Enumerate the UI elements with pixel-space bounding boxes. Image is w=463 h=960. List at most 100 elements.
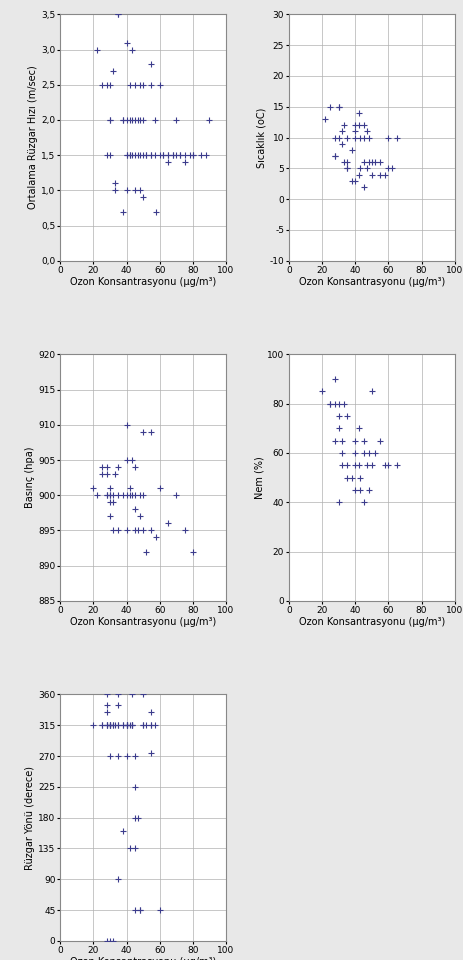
Point [338,458,345,473]
Point [164,148,171,163]
Point [106,494,113,510]
Point [367,458,375,473]
Point [131,112,138,128]
Point [147,704,155,719]
Point [119,824,127,839]
Point [164,148,171,163]
Point [351,433,358,448]
Point [339,155,347,170]
Point [147,522,155,538]
Point [114,7,122,22]
Point [123,148,130,163]
Point [371,155,378,170]
Point [131,902,138,918]
Point [126,77,133,92]
Y-axis label: Ortalama Rüzgar Hızı (m/sec): Ortalama Rüzgar Hızı (m/sec) [28,65,38,209]
Point [331,433,338,448]
Point [128,717,135,732]
Point [181,148,188,163]
Point [98,460,105,475]
Point [128,686,135,702]
Point [164,516,171,531]
Point [109,522,117,538]
Point [375,433,383,448]
Point [384,130,391,145]
Y-axis label: Nem (%): Nem (%) [254,456,263,499]
Point [109,494,117,510]
Point [334,408,342,423]
Point [156,77,163,92]
Point [343,160,350,176]
Point [359,155,367,170]
Point [131,780,138,795]
Point [106,749,113,764]
Point [103,488,110,503]
Point [334,396,342,412]
Point [89,717,97,732]
Point [343,155,350,170]
Point [356,482,363,497]
Point [131,522,138,538]
Point [114,717,122,732]
Point [139,77,147,92]
Point [151,717,158,732]
Point [151,112,158,128]
Point [134,148,142,163]
Point [93,488,100,503]
Point [375,167,383,182]
Point [354,420,362,436]
Point [197,148,205,163]
Point [371,445,378,461]
Point [139,424,147,440]
Point [143,148,150,163]
Point [114,522,122,538]
Point [156,480,163,495]
Point [119,717,127,732]
Point [159,148,166,163]
Point [126,717,133,732]
Point [123,717,130,732]
Y-axis label: Basınç (hpa): Basınç (hpa) [25,446,35,509]
Point [106,717,113,732]
Point [114,749,122,764]
Point [384,160,391,176]
Point [152,204,160,219]
Point [106,717,113,732]
Point [359,445,367,461]
Point [159,148,166,163]
Point [181,522,188,538]
Point [354,167,362,182]
Point [109,933,117,948]
Point [111,182,119,198]
Point [164,155,171,170]
Point [172,488,180,503]
Point [354,458,362,473]
Point [334,420,342,436]
Point [106,112,113,128]
Point [359,433,367,448]
Point [103,717,110,732]
Point [367,384,375,399]
Point [363,458,370,473]
Point [114,872,122,887]
Point [139,190,147,205]
Point [147,717,155,732]
Point [331,372,338,387]
Point [123,182,130,198]
Point [114,460,122,475]
Point [326,396,333,412]
Point [186,148,193,163]
Point [367,155,375,170]
Point [128,488,135,503]
Point [143,148,150,163]
Point [331,149,338,164]
Point [172,112,180,128]
Point [351,130,358,145]
Point [98,717,105,732]
Point [103,488,110,503]
Point [131,77,138,92]
Point [351,173,358,188]
Point [139,148,147,163]
Point [106,717,113,732]
Point [126,112,133,128]
